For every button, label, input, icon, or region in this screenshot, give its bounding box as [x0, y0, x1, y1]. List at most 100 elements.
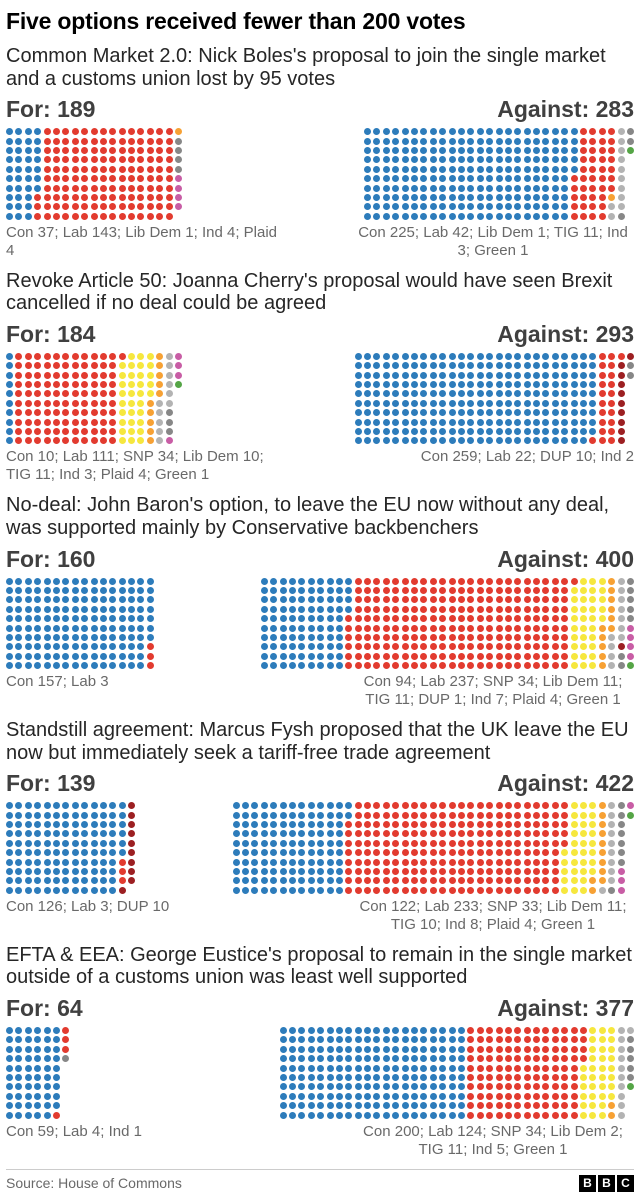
- vote-dot-con: [307, 1027, 315, 1034]
- vote-dot-con: [373, 352, 381, 360]
- vote-dot-lab: [90, 128, 98, 136]
- vote-dot-lab: [373, 839, 381, 847]
- vote-dot-con: [467, 371, 475, 379]
- vote-dot-lab: [345, 839, 353, 847]
- vote-dot-lab: [34, 371, 42, 379]
- vote-dot-con: [34, 128, 42, 136]
- vote-dot-lab: [523, 839, 531, 847]
- vote-dot-con: [457, 352, 465, 360]
- vote-dot-lab: [146, 146, 154, 154]
- vote-dot-snp: [580, 1111, 588, 1119]
- vote-dot-con: [420, 409, 428, 417]
- vote-dot-lab: [109, 184, 117, 192]
- vote-dot-con: [382, 1092, 390, 1100]
- vote-dot-lab: [364, 830, 372, 838]
- vote-dot-tig: [617, 137, 625, 145]
- vote-dot-con: [411, 137, 419, 145]
- vote-dot-con: [288, 652, 296, 660]
- vote-dot-tig: [617, 175, 625, 183]
- vote-dot-lab: [589, 184, 597, 192]
- vote-dot-con: [71, 633, 79, 641]
- vote-dot-con: [457, 409, 465, 417]
- vote-dot-con: [364, 137, 372, 145]
- vote-dot-lab: [345, 830, 353, 838]
- vote-dot-lab: [542, 1111, 550, 1119]
- vote-dot-con: [411, 1036, 419, 1044]
- vote-dot-con: [439, 428, 447, 436]
- vote-dot-con: [24, 1036, 32, 1044]
- vote-dot-con: [298, 1073, 306, 1081]
- vote-dot-lab: [81, 156, 89, 164]
- vote-dot-con: [241, 821, 249, 829]
- vote-dot-lab: [514, 586, 522, 594]
- vote-dot-lab: [81, 390, 89, 398]
- vote-dot-con: [439, 1055, 447, 1063]
- vote-dot-lab: [457, 849, 465, 857]
- vote-dot-lab: [457, 802, 465, 810]
- vote-dot-con: [326, 1055, 334, 1063]
- vote-dot-con: [288, 596, 296, 604]
- vote-dot-tig: [608, 858, 616, 866]
- vote-dot-snp: [598, 1073, 606, 1081]
- vote-dot-con: [392, 1036, 400, 1044]
- vote-dot-con: [533, 156, 541, 164]
- vote-dot-con: [34, 849, 42, 857]
- page-title: Five options received fewer than 200 vot…: [6, 8, 466, 34]
- vote-dot-con: [533, 390, 541, 398]
- vote-dot-con: [118, 615, 126, 623]
- vote-dot-lab: [71, 418, 79, 426]
- vote-dot-con: [90, 624, 98, 632]
- vote-dot-lab: [90, 437, 98, 445]
- vote-dot-con: [345, 1027, 353, 1034]
- vote-dot-con: [354, 1092, 362, 1100]
- vote-dot-lab: [486, 802, 494, 810]
- vote-dot-con: [307, 577, 315, 585]
- footer: Source: House of Commons B B C: [6, 1168, 634, 1196]
- vote-dot-snp: [589, 1064, 597, 1072]
- vote-dot-con: [43, 1083, 51, 1091]
- vote-dot-lab: [146, 175, 154, 183]
- vote-dot-lab: [43, 165, 51, 173]
- vote-dot-con: [109, 886, 117, 894]
- vote-dot-con: [570, 390, 578, 398]
- vote-dot-con: [279, 839, 287, 847]
- vote-dot-lab: [429, 877, 437, 885]
- vote-dot-lab: [52, 381, 60, 389]
- vote-dot-lab: [504, 886, 512, 894]
- vote-dot-lab: [514, 1102, 522, 1110]
- vote-dot-lab: [514, 615, 522, 623]
- for-party-breakdown: Con 157; Lab 3: [6, 673, 109, 691]
- vote-dot-con: [99, 624, 107, 632]
- vote-dot-lab: [24, 437, 32, 445]
- vote-dot-plaid: [175, 362, 183, 370]
- vote-dot-con: [71, 643, 79, 651]
- vote-dot-con: [392, 437, 400, 445]
- vote-dot-lab: [551, 877, 559, 885]
- vote-dot-lab: [542, 586, 550, 594]
- vote-dot-lab: [504, 1045, 512, 1053]
- vote-dot-con: [6, 146, 13, 154]
- vote-dot-con: [533, 437, 541, 445]
- vote-dot-lab: [43, 128, 51, 136]
- vote-dot-lab: [551, 615, 559, 623]
- vote-dot-con: [6, 428, 13, 436]
- vote-dot-lab: [439, 596, 447, 604]
- vote-dot-con: [128, 633, 136, 641]
- vote-dot-dup: [118, 886, 126, 894]
- dot-grids-row: [6, 352, 634, 445]
- vote-dot-con: [71, 662, 79, 670]
- vote-dot-con: [109, 858, 117, 866]
- vote-dot-con: [401, 399, 409, 407]
- vote-dot-lab: [109, 212, 117, 220]
- vote-dot-tig: [617, 605, 625, 613]
- vote-dot-con: [298, 596, 306, 604]
- vote-dot-con: [6, 652, 13, 660]
- vote-dot-con: [90, 577, 98, 585]
- vote-dot-con: [326, 1027, 334, 1034]
- vote-dot-con: [15, 652, 23, 660]
- vote-dot-con: [81, 652, 89, 660]
- vote-dot-con: [81, 624, 89, 632]
- vote-dot-con: [561, 381, 569, 389]
- vote-dot-con: [241, 811, 249, 819]
- vote-dot-lab: [392, 586, 400, 594]
